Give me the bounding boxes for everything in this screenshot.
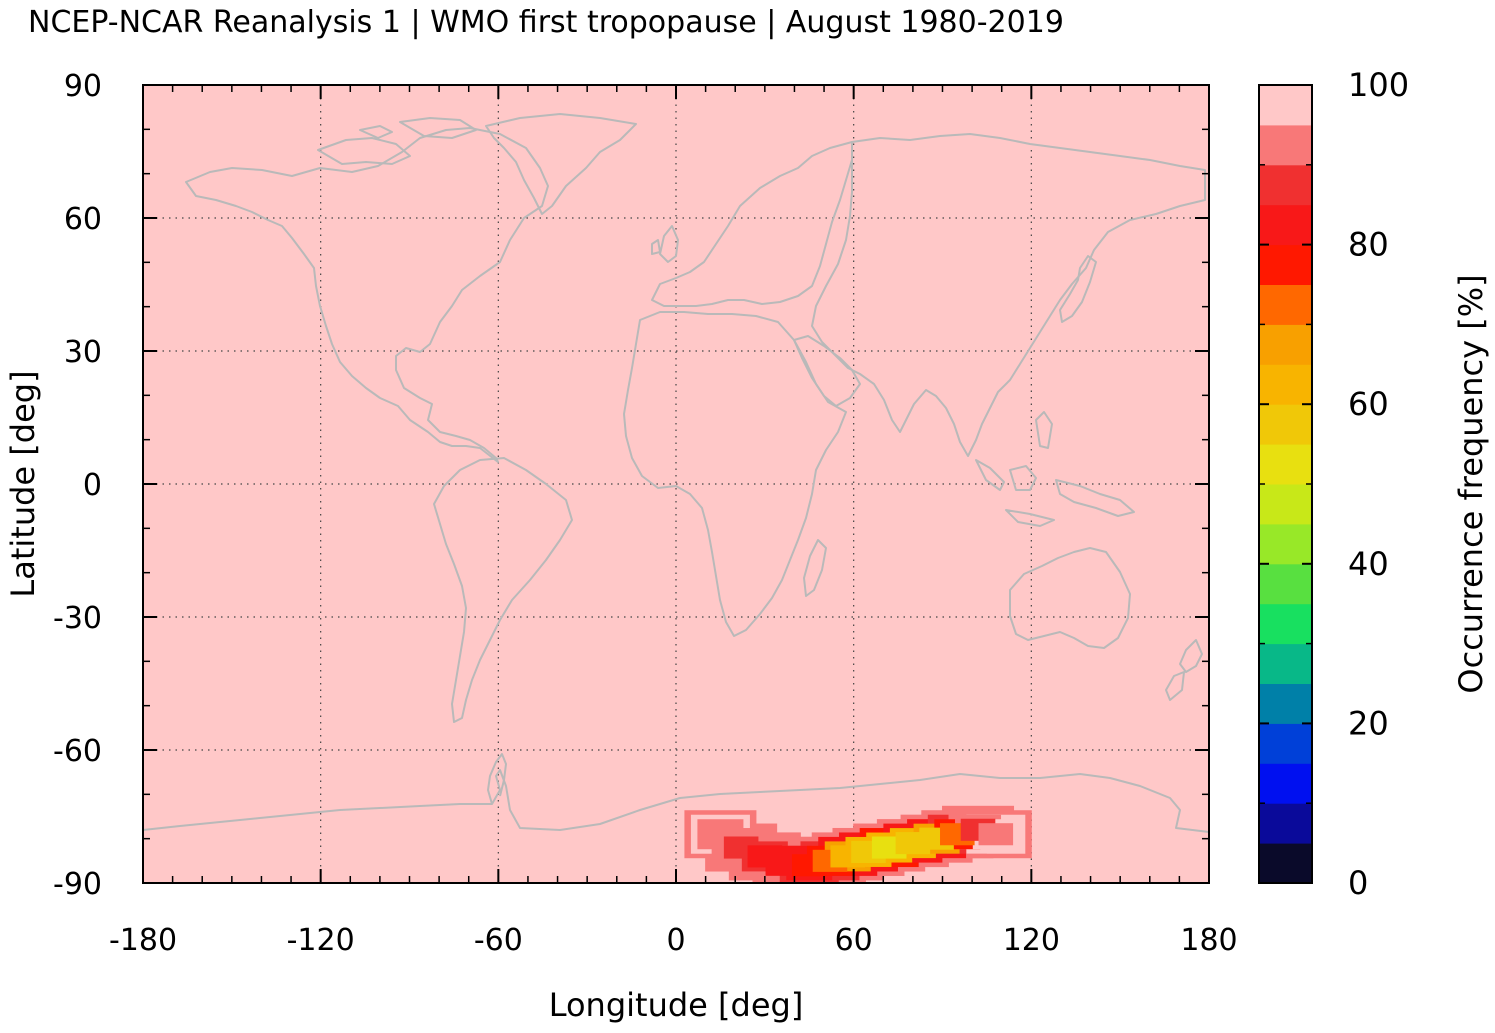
x-tick-label: 60: [835, 923, 873, 958]
colorbar-swatch: [1259, 523, 1312, 565]
colorbar-swatch: [1259, 284, 1312, 325]
coastline-antarctica: [142, 769, 1210, 833]
chart-title: NCEP-NCAR Reanalysis 1 | WMO first tropo…: [28, 5, 1064, 40]
y-axis: 90 60 30 0 -30 -60 -90: [53, 69, 1209, 902]
colorbar-swatch: [1259, 364, 1312, 405]
x-tick-label: 120: [1003, 923, 1060, 958]
colorbar-swatch: [1259, 563, 1312, 605]
x-tick-label: -120: [287, 923, 355, 958]
coastline-japan: [1059, 255, 1097, 323]
colorbar-swatch: [1259, 204, 1312, 246]
y-tick-label: -30: [53, 601, 102, 636]
colorbar-swatch: [1259, 843, 1312, 884]
coastline-south-america: [433, 457, 573, 723]
y-tick-label: 0: [83, 468, 102, 503]
colorbar-swatch: [1259, 723, 1312, 764]
heat-cell: [978, 823, 1014, 846]
colorbar-swatch: [1259, 124, 1312, 166]
coastline-north-america: [185, 127, 549, 463]
colorbar-swatch: [1259, 484, 1312, 525]
coastline-world: [142, 113, 1210, 833]
y-axis-label: Latitude [deg]: [4, 370, 42, 597]
colorbar-label: Occurrence frequency [%]: [1452, 274, 1490, 693]
coastline-asia: [811, 133, 1206, 457]
coastline-new-zealand: [1165, 639, 1203, 701]
y-tick-label: -60: [53, 734, 102, 769]
coastline-antarctic-peninsula: [487, 753, 507, 805]
colorbar-swatch: [1259, 803, 1312, 844]
coastline-sea-islands: [975, 411, 1135, 527]
colorbar-swatch: [1259, 85, 1312, 126]
coastline-australia: [1009, 547, 1131, 649]
colorbar-tick-label: 0: [1348, 864, 1368, 902]
y-tick-label: 30: [64, 335, 102, 370]
coastline-madagascar: [803, 539, 827, 597]
x-axis-label: Longitude [deg]: [549, 986, 804, 1024]
x-tick-label: 180: [1180, 923, 1237, 958]
colorbar-swatch: [1259, 683, 1312, 724]
coastline-arabia: [793, 335, 861, 407]
x-tick-label: 0: [666, 923, 685, 958]
coastline-greenland: [485, 113, 637, 215]
colorbar-tick-label: 80: [1348, 226, 1389, 264]
x-tick-label: -60: [474, 923, 523, 958]
coastline-british-isles: [651, 225, 679, 263]
colorbar-tick-label: 100: [1348, 66, 1409, 104]
grid-lines: [143, 85, 1209, 883]
y-tick-label: 60: [64, 202, 102, 237]
colorbar-tick-label: 40: [1348, 545, 1389, 583]
x-axis: -180 -120 -60 0 60 120 180: [109, 85, 1238, 958]
colorbar-swatch: [1259, 444, 1312, 485]
colorbar-tick-label: 60: [1348, 385, 1389, 423]
y-tick-label: -90: [53, 867, 102, 902]
colorbar-swatch: [1259, 244, 1312, 285]
anomaly-region: [684, 805, 1032, 883]
colorbar-tick-label: 20: [1348, 704, 1389, 742]
colorbar-swatch: [1259, 643, 1312, 684]
colorbar-swatch: [1259, 164, 1312, 206]
colorbar-swatch: [1259, 603, 1312, 645]
coastline-arctic-islands: [317, 117, 477, 165]
y-tick-label: 90: [64, 69, 102, 104]
colorbar: 0 20 40 60 80 100: [1258, 66, 1409, 902]
colorbar-swatch: [1259, 763, 1312, 804]
coastline-europe: [651, 141, 853, 307]
colorbar-swatch: [1259, 324, 1312, 365]
x-tick-label: -180: [109, 923, 177, 958]
colorbar-swatch: [1259, 404, 1312, 445]
coastline-africa: [623, 311, 847, 637]
